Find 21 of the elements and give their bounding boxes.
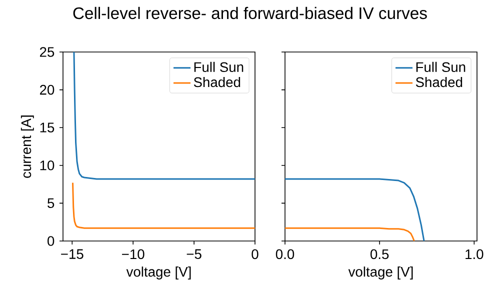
y-tick-label: 0 (48, 236, 54, 246)
legend-label: Full Sun (416, 62, 466, 72)
y-tick-label: 5 (48, 198, 54, 208)
x-tick-label: 0 (252, 249, 258, 260)
x-tick-label: −10 (122, 249, 144, 260)
legend-label: Shaded (416, 76, 462, 88)
y-tick-label: 15 (40, 122, 54, 132)
x-tick-label: 0.5 (370, 249, 389, 260)
x-tick-label: −5 (186, 249, 202, 259)
chart-title: Cell-level reverse- and forward-biased IV curves (73, 6, 427, 20)
y-tick-label: 20 (40, 84, 54, 95)
y-tick-label: 10 (40, 160, 54, 170)
x-axis-title: voltage [V] (126, 266, 191, 280)
x-tick-label: 0.0 (276, 249, 294, 260)
y-tick-label: 25 (40, 47, 54, 57)
legend-label: Shaded (194, 76, 240, 88)
x-tick-label: 1.0 (466, 249, 484, 260)
x-axis-title: voltage [V] (348, 266, 413, 280)
x-tick-label: −15 (61, 249, 84, 259)
y-axis-title: current [A] (20, 116, 34, 178)
legend-label: Full Sun (194, 62, 244, 72)
